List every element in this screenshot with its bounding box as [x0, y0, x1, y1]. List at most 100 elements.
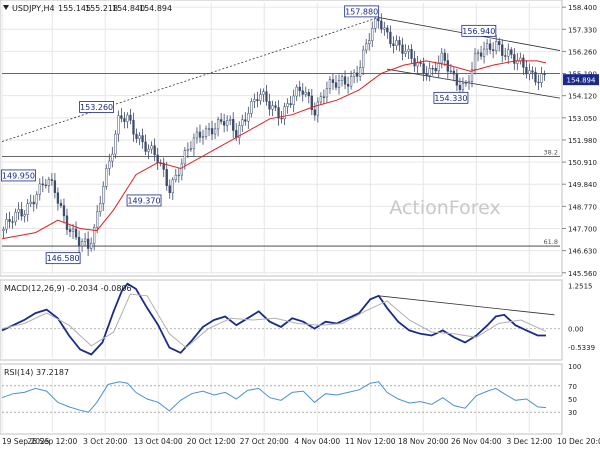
candle-body — [413, 58, 416, 67]
price-annotation-box — [126, 194, 162, 207]
candle-body — [219, 119, 223, 122]
macd-y-tick-label: 0.00 — [568, 326, 584, 334]
candle-body — [410, 49, 413, 59]
candle-body — [540, 73, 543, 83]
price-annotation-box — [461, 24, 497, 37]
candle-body — [29, 201, 32, 204]
candle-body — [241, 119, 244, 126]
x-tick-label: 3 Dec 12:00 — [506, 437, 552, 446]
candle-body — [337, 80, 341, 88]
candle-body — [422, 63, 425, 74]
candle-body — [80, 241, 84, 247]
candle-body — [464, 82, 468, 85]
candle-body — [86, 238, 90, 249]
candle-body — [485, 43, 489, 50]
candle-body — [47, 179, 50, 186]
candle-body — [26, 203, 29, 215]
price-title: USDJPY,H4 155.145 155.218 154.840 154.89… — [3, 4, 172, 13]
candle-body — [377, 18, 380, 22]
candle-body — [504, 55, 507, 57]
candle-body — [277, 107, 280, 119]
candle-body — [17, 209, 20, 213]
candle-body — [319, 96, 323, 103]
ohlc-open: 155.145 — [58, 4, 91, 13]
price-y-tick-label: 146.630 — [568, 248, 597, 256]
candle-body — [488, 43, 492, 50]
candle-body — [531, 70, 534, 73]
x-tick-label: 3 Oct 20:00 — [83, 437, 127, 446]
candle-body — [437, 62, 440, 72]
candle-body — [325, 88, 329, 98]
candle-body — [183, 150, 187, 165]
macd-line — [1, 282, 546, 356]
candle-body — [440, 52, 443, 64]
candle-body — [386, 27, 389, 33]
candle-body — [235, 130, 238, 138]
candle-body — [470, 69, 474, 82]
candle-body — [404, 51, 407, 54]
candle-body — [343, 76, 347, 85]
candle-body — [226, 120, 229, 126]
candle-body — [328, 79, 332, 89]
candle-body — [446, 60, 449, 72]
candle-body — [528, 70, 531, 75]
candle-body — [473, 53, 477, 70]
rsi-y-tick-label: 50 — [568, 396, 577, 404]
price-annotation-box — [1, 169, 36, 182]
candle-body — [162, 162, 165, 170]
candle-body — [455, 73, 459, 86]
candle-body — [434, 68, 437, 72]
candle-body — [380, 20, 383, 30]
ohlc-low: 154.840 — [112, 4, 145, 13]
candle-body — [519, 57, 522, 61]
candle-body — [144, 141, 147, 152]
candle-body — [383, 27, 386, 30]
macd-signal-line — [1, 293, 547, 349]
candle-body — [349, 75, 353, 87]
candle-body — [62, 205, 66, 217]
x-tick-label: 10 Dec 20:00 — [557, 437, 600, 446]
candle-body — [207, 128, 211, 130]
candle-body — [5, 219, 8, 230]
dropdown-triangle-icon[interactable] — [3, 5, 9, 10]
candle-body — [419, 62, 422, 64]
candle-body — [543, 73, 546, 76]
candle-body — [298, 86, 301, 91]
candle-body — [171, 179, 174, 194]
price-annotation-label: 149.370 — [127, 196, 160, 205]
candle-body — [482, 48, 486, 57]
price-y-tick-label: 148.770 — [568, 203, 597, 211]
candle-body — [289, 103, 292, 106]
price-y-tick-label: 153.050 — [568, 115, 597, 123]
candle-body — [186, 149, 190, 151]
candle-body — [65, 215, 69, 230]
candle-body — [180, 163, 183, 176]
candle-body — [283, 106, 286, 120]
candle-body — [352, 72, 356, 77]
candle-body — [244, 119, 247, 122]
candle-body — [392, 43, 395, 47]
candle-body — [365, 43, 368, 51]
candle-body — [223, 121, 226, 126]
ohlc-high: 155.218 — [85, 4, 118, 13]
candle-body — [68, 229, 72, 232]
price-annotation-box — [344, 5, 380, 18]
candle-body — [216, 119, 220, 130]
candle-body — [398, 40, 401, 46]
candle-body — [292, 95, 295, 106]
candle-body — [90, 243, 93, 249]
candle-body — [213, 128, 217, 135]
candle-body — [129, 114, 132, 121]
candle-body — [250, 101, 253, 114]
candle-body — [77, 236, 81, 247]
candle-body — [362, 49, 365, 68]
price-y-tick-label: 157.330 — [568, 26, 597, 34]
candle-body — [443, 52, 446, 61]
candle-body — [83, 238, 87, 242]
candle-body — [44, 184, 47, 187]
rsi-title: RSI(14) 37.2187 — [4, 368, 69, 377]
candle-body — [253, 99, 256, 102]
x-tick-label: 19 Sep 2025 — [2, 437, 50, 446]
